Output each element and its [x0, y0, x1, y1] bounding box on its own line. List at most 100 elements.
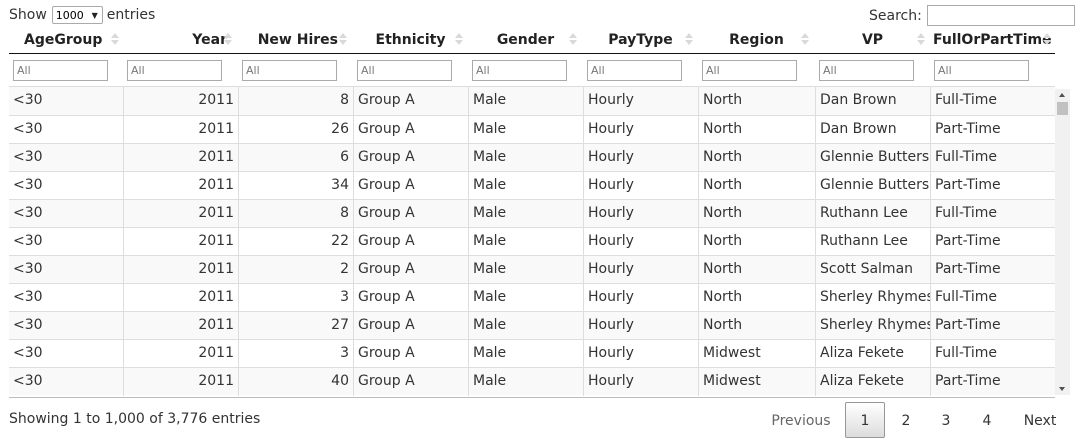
previous-page-button[interactable]: Previous — [771, 413, 831, 429]
table-cell: Sherley Rhymes — [815, 284, 930, 312]
table-cell: North — [698, 284, 815, 312]
next-page-button[interactable]: Next — [1023, 413, 1057, 429]
table-row[interactable]: <30 2011 40 Group A Male Hourly Midwest Aliza F… — [9, 367, 1055, 396]
search-control: Search: — [869, 5, 1075, 26]
sort-arrows-icon[interactable] — [917, 33, 925, 47]
table-cell: Hourly — [583, 256, 698, 284]
show-label: Show — [9, 7, 47, 23]
table-row[interactable]: <30 2011 27 Group A Male Hourly North Sherley R… — [9, 311, 1055, 340]
column-header-0[interactable]: AgeGroup — [24, 32, 103, 48]
table-cell: Hourly — [583, 312, 698, 340]
table-cell: Group A — [353, 200, 468, 228]
table-cell: Hourly — [583, 368, 698, 396]
column-filters-row: All All All All All All All All All — [9, 54, 1055, 86]
table-cell: North — [698, 228, 815, 256]
table-cell: 8 — [238, 87, 353, 115]
table-row[interactable]: <30 2011 3 Group A Male Hourly North Sherley Rh… — [9, 283, 1055, 312]
page-button-4[interactable]: 4 — [982, 413, 992, 429]
table-cell: Full-Time — [930, 284, 1055, 312]
table-cell: Hourly — [583, 228, 698, 256]
table-cell: 2011 — [123, 340, 238, 368]
table-cell: Hourly — [583, 144, 698, 172]
table-cell: Male — [468, 284, 583, 312]
table-cell: Full-Time — [930, 200, 1055, 228]
column-header-1[interactable]: Year — [192, 32, 227, 48]
sort-arrows-icon[interactable] — [455, 33, 463, 47]
table-info: Showing 1 to 1,000 of 3,776 entries — [9, 411, 261, 427]
table-row[interactable]: <30 2011 34 Group A Male Hourly North Glennie B… — [9, 171, 1055, 200]
vertical-scrollbar[interactable] — [1055, 89, 1070, 395]
table-cell: Group A — [353, 284, 468, 312]
column-filter-input[interactable]: All — [819, 60, 914, 81]
column-header-3[interactable]: Ethnicity — [375, 32, 446, 48]
column-header-2[interactable]: New Hires — [257, 32, 338, 48]
sort-arrows-icon[interactable] — [224, 33, 232, 47]
table-cell: Sherley Rhymes — [815, 312, 930, 340]
column-header-6[interactable]: Region — [729, 32, 784, 48]
table-row[interactable]: <30 2011 2 Group A Male Hourly North Scott Salm… — [9, 255, 1055, 284]
table-row[interactable]: <30 2011 26 Group A Male Hourly North Dan Brown… — [9, 115, 1055, 144]
column-header-4[interactable]: Gender — [496, 32, 555, 48]
column-filter-input[interactable]: All — [587, 60, 682, 81]
scroll-down-arrow-icon[interactable] — [1055, 382, 1070, 395]
table-row[interactable]: <30 2011 3 Group A Male Hourly Midwest Aliza Fe… — [9, 339, 1055, 368]
scroll-up-arrow-icon[interactable] — [1055, 89, 1070, 102]
page-button-3[interactable]: 3 — [941, 413, 951, 429]
table-cell: <30 — [13, 317, 43, 333]
table-cell: Ruthann Lee — [815, 200, 930, 228]
column-filter-input[interactable]: All — [127, 60, 222, 81]
table-cell: <30 — [13, 149, 43, 165]
table-cell: Hourly — [583, 200, 698, 228]
sort-arrows-icon[interactable] — [111, 33, 119, 47]
table-cell: 26 — [238, 116, 353, 144]
search-input[interactable] — [926, 5, 1075, 26]
column-header-5[interactable]: PayType — [608, 32, 673, 48]
table-cell: 2011 — [123, 228, 238, 256]
table-row[interactable]: <30 2011 6 Group A Male Hourly North Glennie Bu… — [9, 143, 1055, 172]
table-cell: Full-Time — [930, 87, 1055, 115]
entries-label: entries — [106, 7, 156, 23]
sort-arrows-icon[interactable] — [339, 33, 347, 47]
page-button-1[interactable]: 1 — [845, 402, 885, 438]
table-row[interactable]: <30 2011 22 Group A Male Hourly North Ruthann L… — [9, 227, 1055, 256]
table-cell: North — [698, 312, 815, 340]
table-cell: 22 — [238, 228, 353, 256]
column-filter-input[interactable]: All — [702, 60, 797, 81]
table-cell: 3 — [238, 284, 353, 312]
table-cell: 2011 — [123, 87, 238, 115]
table-cell: 34 — [238, 172, 353, 200]
column-filter-input[interactable]: All — [357, 60, 452, 81]
scrollbar-thumb[interactable] — [1057, 102, 1068, 115]
column-header-7[interactable]: VP — [861, 32, 884, 48]
table-cell: Group A — [353, 144, 468, 172]
table-cell: Male — [468, 368, 583, 396]
table-cell: Male — [468, 87, 583, 115]
table-cell: North — [698, 256, 815, 284]
entries-per-page-select[interactable]: 1000 ▼ — [51, 6, 103, 24]
column-filter-input[interactable]: All — [472, 60, 567, 81]
column-filter-input[interactable]: All — [13, 60, 108, 81]
sort-arrows-icon[interactable] — [801, 33, 809, 47]
table-cell: Part-Time — [930, 368, 1055, 396]
table-cell: <30 — [13, 205, 43, 221]
table-cell: 2011 — [123, 256, 238, 284]
search-label: Search: — [869, 7, 922, 24]
table-cell: North — [698, 116, 815, 144]
sort-arrows-icon[interactable] — [569, 33, 577, 47]
table-row[interactable]: <30 2011 8 Group A Male Hourly North Dan Brown F… — [9, 87, 1055, 115]
table-cell: <30 — [13, 92, 43, 108]
column-header-8[interactable]: FullOrPartTime — [933, 32, 1052, 48]
table-row[interactable]: <30 2011 8 Group A Male Hourly North Ruthann Le… — [9, 199, 1055, 228]
column-filter-input[interactable]: All — [242, 60, 337, 81]
column-filter-input[interactable]: All — [934, 60, 1029, 81]
sort-arrows-icon[interactable] — [685, 33, 693, 47]
table-cell: Male — [468, 228, 583, 256]
table-cell: Scott Salman — [815, 256, 930, 284]
page-button-2[interactable]: 2 — [901, 413, 911, 429]
table-cell: Hourly — [583, 284, 698, 312]
entries-length-control: Show 1000 ▼ entries — [9, 6, 155, 24]
chevron-down-icon: ▼ — [91, 10, 98, 20]
table-cell: 2011 — [123, 172, 238, 200]
table-cell: Glennie Butters — [815, 172, 930, 200]
sort-arrows-icon[interactable] — [1043, 33, 1051, 47]
